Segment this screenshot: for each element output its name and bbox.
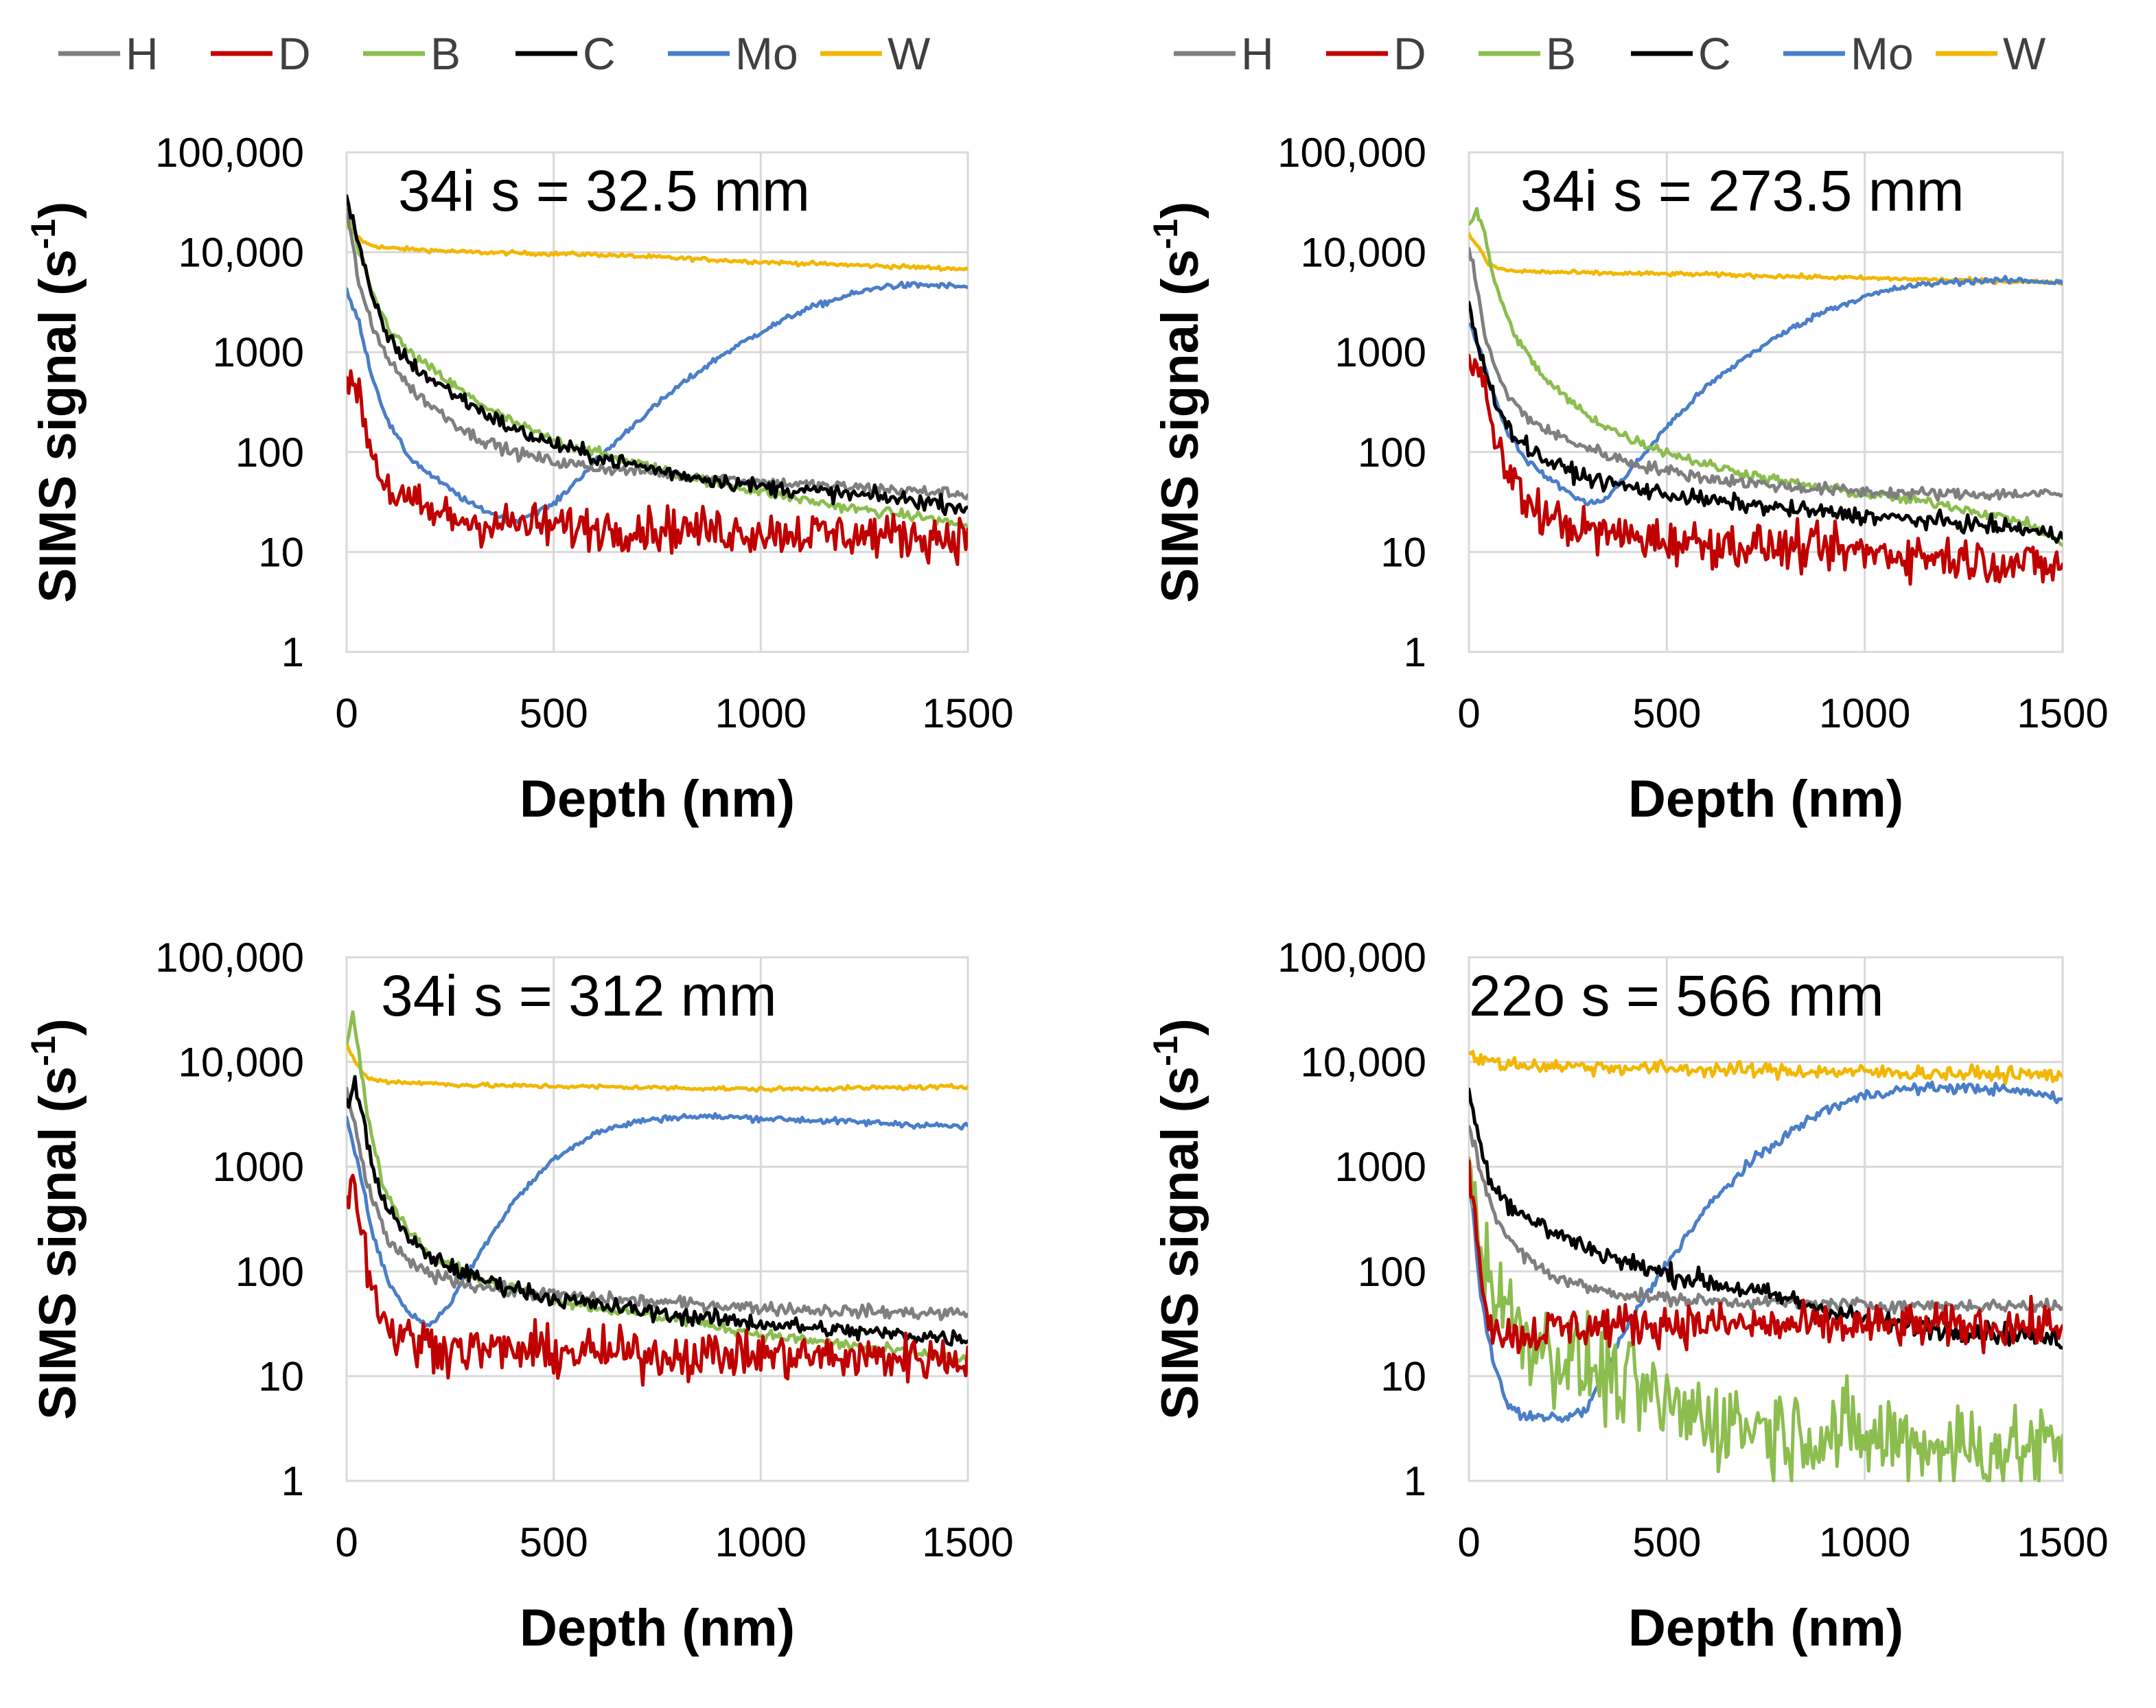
y-tick-label: 1 xyxy=(281,1458,304,1504)
y-axis-title: SIMS signal (s-1) xyxy=(1146,201,1209,603)
x-tick-label: 1500 xyxy=(2017,690,2108,736)
panel-title: 34i s = 32.5 mm xyxy=(398,159,810,223)
series-line-d xyxy=(347,369,968,566)
x-tick-label: 1000 xyxy=(1819,1519,1910,1565)
series-group xyxy=(347,1010,968,1387)
chart-panel-3: 1 10 100 1000 10,000 100,000 0 500 1000 1500 Depth… xyxy=(24,935,1014,1657)
y-tick-label: 10 xyxy=(1380,1353,1426,1399)
x-axis-title: Depth (nm) xyxy=(520,770,795,828)
y-tick-label: 1000 xyxy=(213,329,304,375)
x-axis-title: Depth (nm) xyxy=(1628,770,1903,828)
x-tick-label: 1000 xyxy=(715,1519,807,1565)
legend-label-w: W xyxy=(2003,28,2046,79)
legend-label-w: W xyxy=(888,28,931,79)
series-line-d xyxy=(347,1173,968,1387)
x-tick-label: 0 xyxy=(335,1519,358,1565)
legend-label-h: H xyxy=(126,28,159,79)
y-tick-label: 100 xyxy=(1358,430,1426,476)
y-tick-label: 1 xyxy=(1404,1458,1426,1504)
series-group xyxy=(1469,1049,2063,1482)
series-line-c xyxy=(347,194,968,517)
x-tick-label: 1000 xyxy=(1819,690,1910,736)
y-tick-label: 100,000 xyxy=(155,130,304,176)
series-line-mo xyxy=(1469,274,2063,506)
panel-title: 34i s = 273.5 mm xyxy=(1520,159,1964,223)
series-line-w xyxy=(347,1041,968,1093)
y-tick-label: 1 xyxy=(281,629,304,675)
series-line-mo xyxy=(1469,1080,2063,1423)
panel-title: 22o s = 566 mm xyxy=(1469,963,1884,1028)
series-line-c xyxy=(1469,301,2063,544)
plot-area xyxy=(1468,151,2064,653)
y-tick-label: 100,000 xyxy=(155,935,304,981)
chart-panel-4: 1 10 100 1000 10,000 100,000 0 500 1000 1500 Depth… xyxy=(1146,935,2109,1657)
y-tick-label: 10 xyxy=(258,529,304,575)
series-line-d xyxy=(1469,353,2063,586)
legend-label-c: C xyxy=(1698,28,1731,79)
y-tick-label: 10,000 xyxy=(178,230,304,276)
series-line-c xyxy=(1469,1087,2063,1350)
plot-area xyxy=(1468,956,2064,1482)
panel-title: 34i s = 312 mm xyxy=(381,963,777,1028)
y-axis-title: SIMS signal (s-1) xyxy=(1146,1018,1209,1420)
y-tick-label: 10,000 xyxy=(1300,230,1426,276)
x-tick-label: 1500 xyxy=(2017,1519,2108,1565)
y-tick-label: 100 xyxy=(235,430,304,476)
y-axis-title: SIMS signal (s-1) xyxy=(24,201,87,603)
series-line-c xyxy=(347,1075,968,1347)
legend-label-h: H xyxy=(1241,28,1274,79)
x-tick-label: 500 xyxy=(1632,1519,1701,1565)
y-tick-label: 10 xyxy=(258,1353,304,1399)
y-tick-label: 10,000 xyxy=(178,1040,304,1086)
y-tick-label: 100 xyxy=(1358,1249,1426,1295)
legend-label-d: D xyxy=(278,28,311,79)
x-tick-label: 0 xyxy=(335,690,358,736)
plot-area xyxy=(345,151,969,653)
series-line-h xyxy=(1469,1125,2063,1315)
series-line-d xyxy=(1469,1159,2063,1355)
series-line-mo xyxy=(347,281,968,525)
x-tick-label: 1500 xyxy=(922,1519,1013,1565)
y-tick-label: 1000 xyxy=(1335,329,1426,375)
series-line-h xyxy=(1469,246,2063,502)
chart-panel-2: 1 10 100 1000 10,000 100,000 0 500 1000 1500 Depth… xyxy=(1146,130,2109,828)
y-tick-label: 10 xyxy=(1380,529,1426,575)
x-axis-title: Depth (nm) xyxy=(520,1599,795,1657)
y-tick-label: 100,000 xyxy=(1277,130,1426,176)
legend-label-b: B xyxy=(1546,28,1576,79)
legend-label-mo: Mo xyxy=(735,28,798,79)
y-tick-label: 10,000 xyxy=(1300,1040,1426,1086)
legend-label-mo: Mo xyxy=(1851,28,1914,79)
x-tick-label: 500 xyxy=(520,1519,588,1565)
legend-label-b: B xyxy=(430,28,461,79)
x-tick-label: 500 xyxy=(520,690,588,736)
x-tick-label: 1000 xyxy=(715,690,807,736)
series-line-w xyxy=(347,224,968,272)
y-tick-label: 100 xyxy=(235,1249,304,1295)
series-group xyxy=(1469,207,2063,586)
legend-label-d: D xyxy=(1393,28,1426,79)
x-tick-label: 0 xyxy=(1457,1519,1480,1565)
y-tick-label: 1000 xyxy=(1335,1144,1426,1190)
legend-label-c: C xyxy=(583,28,616,79)
series-line-mo xyxy=(347,1112,968,1328)
series-line-w xyxy=(1469,231,2063,286)
x-tick-label: 1500 xyxy=(922,690,1013,736)
chart-panel-1: 1 10 100 1000 10,000 100,000 0 500 1000 1500 Depth… xyxy=(24,130,1014,828)
x-tick-label: 0 xyxy=(1457,690,1480,736)
y-tick-label: 1 xyxy=(1404,629,1426,675)
y-tick-label: 1000 xyxy=(213,1144,304,1190)
x-axis-title: Depth (nm) xyxy=(1628,1599,1903,1657)
series-group xyxy=(347,194,968,566)
plot-area xyxy=(345,956,969,1482)
y-axis-title: SIMS signal (s-1) xyxy=(24,1018,87,1420)
y-tick-label: 100,000 xyxy=(1277,935,1426,981)
series-line-b xyxy=(1469,1156,2063,1482)
x-tick-label: 500 xyxy=(1632,690,1701,736)
series-line-w xyxy=(1469,1049,2063,1086)
legend: H D B C Mo W xyxy=(58,28,931,79)
legend: H D B C Mo W xyxy=(1174,28,2046,79)
series-line-h xyxy=(347,1086,968,1322)
